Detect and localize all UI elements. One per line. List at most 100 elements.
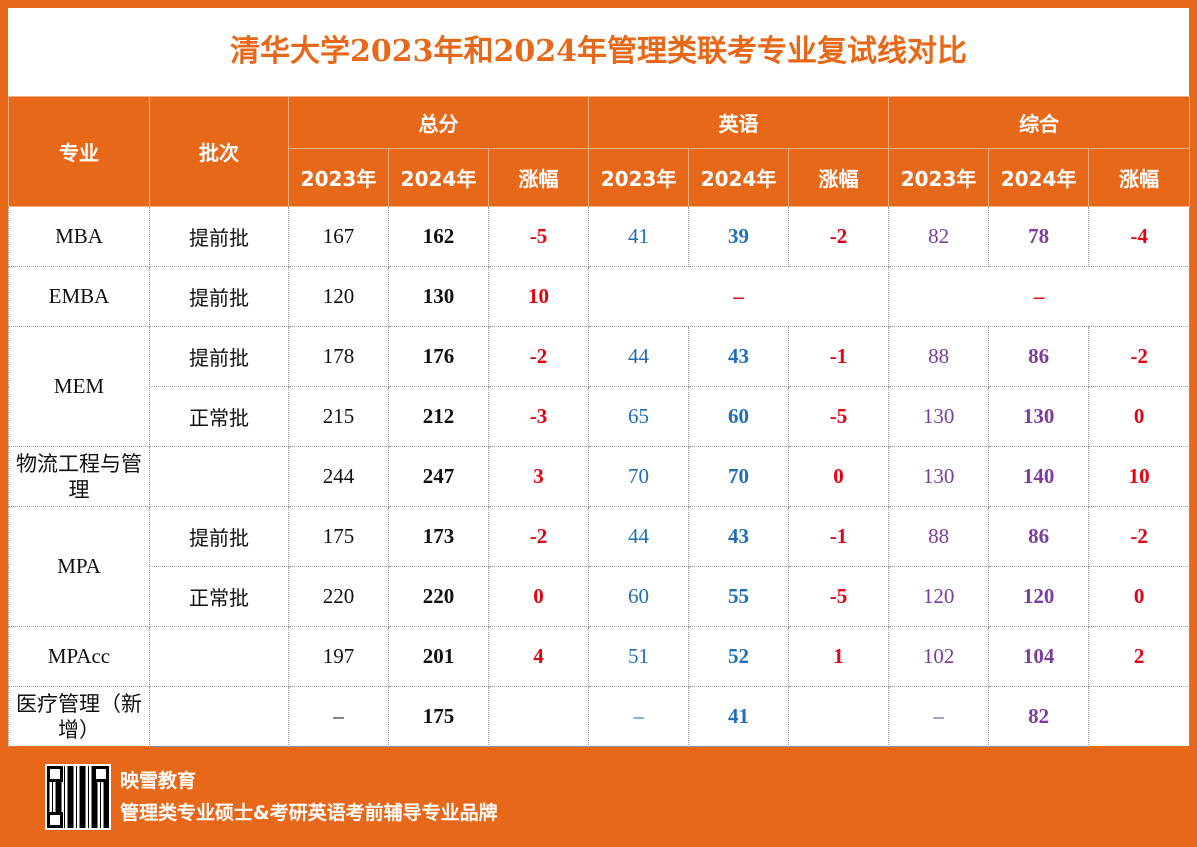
comp-change: -2 bbox=[1088, 326, 1191, 387]
total-change: -2 bbox=[487, 326, 590, 387]
batch-cell: 提前批 bbox=[149, 506, 289, 567]
total-2023: 120 bbox=[288, 266, 389, 327]
english-2024: 52 bbox=[688, 626, 790, 687]
total-change: 3 bbox=[487, 446, 590, 507]
total-2024: 212 bbox=[388, 386, 489, 447]
table-row: MPAcc 197 201 4 51 52 1 102 104 2 bbox=[8, 626, 1191, 687]
header-comp-2024: 2024年 bbox=[988, 148, 1090, 207]
english-2024: 41 bbox=[688, 686, 790, 747]
english-2023: 51 bbox=[588, 626, 690, 687]
header-comp-2023: 2023年 bbox=[888, 148, 990, 207]
total-2023: 244 bbox=[288, 446, 389, 507]
comp-2024: 82 bbox=[988, 686, 1090, 747]
comp-2024: 78 bbox=[988, 206, 1090, 267]
comp-2024: 130 bbox=[988, 386, 1090, 447]
header-total-2024: 2024年 bbox=[388, 148, 489, 207]
english-2023: – bbox=[588, 686, 690, 747]
comp-2024: 86 bbox=[988, 326, 1090, 387]
total-2024: 173 bbox=[388, 506, 489, 567]
total-change: 10 bbox=[487, 266, 590, 327]
batch-cell: 提前批 bbox=[149, 266, 289, 327]
english-2023: 44 bbox=[588, 506, 690, 567]
page-title: 清华大学2023年和2024年管理类联考专业复试线对比 bbox=[8, 8, 1189, 96]
major-cell: MBA bbox=[8, 206, 150, 267]
total-2023: 167 bbox=[288, 206, 389, 267]
total-2024: 247 bbox=[388, 446, 489, 507]
header-english-change: 涨幅 bbox=[788, 148, 890, 207]
comp-change: -2 bbox=[1088, 506, 1191, 567]
header-comprehensive: 综合 bbox=[888, 96, 1191, 149]
batch-cell bbox=[149, 686, 289, 747]
table-row: 正常批 220 220 0 60 55 -5 120 120 0 bbox=[9, 566, 1191, 627]
major-cell: MPA bbox=[8, 506, 150, 627]
table-row: MEM 提前批 178 176 -2 44 43 -1 88 86 -2 bbox=[8, 326, 1191, 447]
comp-2023: – bbox=[888, 686, 990, 747]
batch-cell: 提前批 bbox=[149, 206, 289, 267]
brand-slogan: 管理类专业硕士&考研英语考前辅导专业品牌 bbox=[120, 802, 498, 824]
score-table: 专业 批次 总分 英语 综合 2023年 2024年 涨幅 2023年 2024… bbox=[8, 96, 1191, 747]
comp-2023: 88 bbox=[888, 506, 990, 567]
major-cell: 物流工程与管理 bbox=[8, 446, 150, 507]
comp-change: 10 bbox=[1088, 446, 1191, 507]
comp-2024: 104 bbox=[988, 626, 1090, 687]
header-batch: 批次 bbox=[149, 96, 289, 207]
total-change: -5 bbox=[487, 206, 590, 267]
header-total-change: 涨幅 bbox=[487, 148, 590, 207]
comp-change: 0 bbox=[1088, 566, 1191, 627]
total-2024: 201 bbox=[388, 626, 489, 687]
batch-cell bbox=[149, 446, 289, 507]
header-english-2023: 2023年 bbox=[588, 148, 690, 207]
english-change: -5 bbox=[788, 566, 890, 627]
total-2023: 178 bbox=[288, 326, 389, 387]
total-change: 0 bbox=[487, 566, 590, 627]
total-change bbox=[487, 686, 590, 747]
table-row: 医疗管理（新增） – 175 – 41 – 82 bbox=[8, 686, 1191, 747]
english-change: -2 bbox=[788, 206, 890, 267]
total-2024: 175 bbox=[388, 686, 489, 747]
english-change: -1 bbox=[788, 326, 890, 387]
english-2024: 60 bbox=[688, 386, 790, 447]
table-row: 正常批 215 212 -3 65 60 -5 130 130 0 bbox=[9, 386, 1191, 447]
english-2024: 70 bbox=[688, 446, 790, 507]
total-2024: 176 bbox=[388, 326, 489, 387]
comp-2023: 130 bbox=[888, 446, 990, 507]
comp-change: 2 bbox=[1088, 626, 1191, 687]
total-2024: 130 bbox=[388, 266, 489, 327]
english-2023: 70 bbox=[588, 446, 690, 507]
comp-2023: 88 bbox=[888, 326, 990, 387]
total-2023: 197 bbox=[288, 626, 389, 687]
english-change: -1 bbox=[788, 506, 890, 567]
comp-2023: 130 bbox=[888, 386, 990, 447]
qr-code-icon[interactable] bbox=[45, 764, 111, 830]
total-change: -2 bbox=[487, 506, 590, 567]
total-2023: – bbox=[288, 686, 389, 747]
english-merged: – bbox=[588, 266, 890, 327]
total-change: -3 bbox=[487, 386, 590, 447]
comp-2024: 140 bbox=[988, 446, 1090, 507]
english-2024: 55 bbox=[688, 566, 790, 627]
comp-2024: 86 bbox=[988, 506, 1090, 567]
table-row: EMBA 提前批 120 130 10 – – bbox=[8, 266, 1191, 327]
total-2023: 220 bbox=[288, 566, 389, 627]
english-change: -5 bbox=[788, 386, 890, 447]
english-2024: 39 bbox=[688, 206, 790, 267]
comp-change: -4 bbox=[1088, 206, 1191, 267]
comp-2023: 102 bbox=[888, 626, 990, 687]
english-change bbox=[788, 686, 890, 747]
batch-cell: 正常批 bbox=[149, 566, 289, 627]
comp-2023: 120 bbox=[888, 566, 990, 627]
header-total-2023: 2023年 bbox=[288, 148, 389, 207]
header-english-2024: 2024年 bbox=[688, 148, 790, 207]
comp-2024: 120 bbox=[988, 566, 1090, 627]
header-major: 专业 bbox=[8, 96, 150, 207]
header-comp-change: 涨幅 bbox=[1088, 148, 1191, 207]
english-2024: 43 bbox=[688, 326, 790, 387]
comp-change bbox=[1088, 686, 1191, 747]
major-cell: 医疗管理（新增） bbox=[8, 686, 150, 747]
english-2023: 44 bbox=[588, 326, 690, 387]
total-2023: 215 bbox=[288, 386, 389, 447]
table-row: MPA 提前批 175 173 -2 44 43 -1 88 86 -2 bbox=[8, 506, 1191, 627]
total-2023: 175 bbox=[288, 506, 389, 567]
english-change: 0 bbox=[788, 446, 890, 507]
table-row: MBA 提前批 167 162 -5 41 39 -2 82 78 -4 bbox=[8, 206, 1191, 267]
